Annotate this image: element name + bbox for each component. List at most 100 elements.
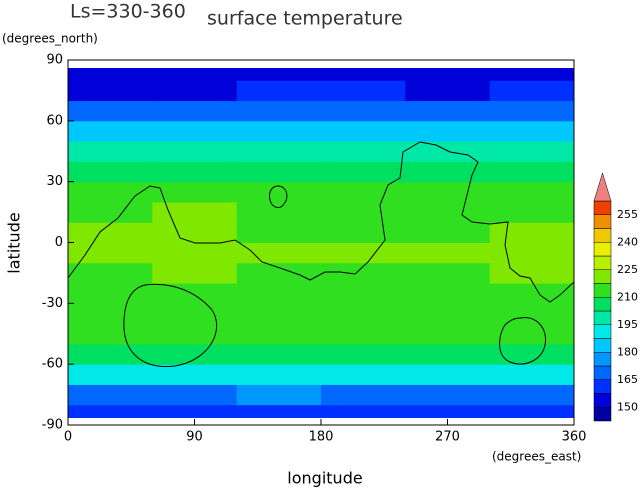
cell (489, 201, 574, 223)
cell (321, 201, 406, 223)
cell (489, 283, 574, 304)
cell (236, 80, 322, 102)
cell (236, 404, 322, 418)
cell (152, 262, 238, 284)
y-tick-label: 30 (46, 174, 63, 189)
cell (489, 364, 574, 385)
cell (405, 100, 491, 122)
cell (321, 181, 406, 203)
colorbar-band (593, 352, 612, 367)
cell (152, 100, 238, 122)
cell (489, 120, 574, 142)
cell (405, 141, 491, 162)
colorbar-band (593, 393, 612, 408)
cell (405, 404, 491, 418)
colorbar-band (593, 255, 612, 270)
cell (405, 201, 491, 223)
colorbar-band (593, 407, 612, 422)
colorbar-label: 180 (617, 345, 638, 358)
cell (489, 384, 574, 406)
cell (321, 364, 406, 385)
cell (321, 80, 406, 102)
cell (152, 364, 238, 385)
cell (489, 404, 574, 418)
cell (68, 201, 153, 223)
colorbar: 150 165 180 195 210 225 240 255 (593, 172, 638, 422)
cell (489, 323, 574, 345)
cell (152, 181, 238, 203)
cell (236, 262, 322, 284)
cell (68, 141, 153, 162)
cell (68, 68, 153, 81)
cell (68, 343, 153, 365)
cell (68, 181, 153, 203)
cell (236, 364, 322, 385)
cell (236, 323, 322, 345)
cell (152, 161, 238, 183)
cell (405, 161, 491, 183)
y-tick-label: 90 (46, 53, 63, 68)
cell (152, 404, 238, 418)
cell (68, 303, 153, 325)
cell (152, 303, 238, 325)
cell (236, 161, 322, 183)
y-tick-label: -90 (42, 418, 63, 433)
cell (152, 141, 238, 162)
x-tick-label: 270 (435, 430, 460, 445)
colorbar-band (593, 242, 612, 257)
cell (321, 222, 406, 243)
cell (489, 222, 574, 243)
colorbar-band (593, 297, 612, 312)
y-units: (degrees_north) (2, 32, 98, 46)
cell (321, 120, 406, 142)
cell (489, 141, 574, 162)
colorbar-over (593, 172, 612, 202)
cell (152, 384, 238, 406)
chart-title: surface temperature (207, 8, 403, 30)
cell (152, 323, 238, 345)
cell (152, 222, 238, 243)
chart-subtitle: Ls=330-360 (70, 1, 186, 23)
y-tick-label: 60 (46, 113, 63, 128)
cell (321, 323, 406, 345)
cell (321, 303, 406, 325)
cell (236, 201, 322, 223)
cell (405, 283, 491, 304)
cell (68, 404, 153, 418)
cell (489, 343, 574, 365)
cell (405, 222, 491, 243)
cell (152, 80, 238, 102)
cell (405, 343, 491, 365)
colorbar-band (593, 269, 612, 284)
x-axis-label: longitude (287, 469, 362, 488)
cell (489, 262, 574, 284)
cell (489, 80, 574, 102)
cell (236, 222, 322, 243)
cell (489, 100, 574, 122)
cell (236, 343, 322, 365)
colorbar-label: 210 (617, 290, 638, 303)
cell (236, 303, 322, 325)
cell (68, 161, 153, 183)
cell (152, 120, 238, 142)
colorbar-label: 240 (617, 235, 638, 248)
cell (405, 120, 491, 142)
colorbar-band (593, 365, 612, 380)
colorbar-band (593, 338, 612, 353)
cell (68, 283, 153, 304)
colorbar-band (593, 324, 612, 339)
colorbar-band (593, 310, 612, 325)
cell (405, 364, 491, 385)
colorbar-band (593, 379, 612, 394)
colorbar-band (593, 214, 612, 229)
cell (321, 141, 406, 162)
cell (321, 283, 406, 304)
cell (489, 181, 574, 203)
cell (321, 262, 406, 284)
cell (405, 323, 491, 345)
x-tick-label: 0 (64, 430, 72, 445)
colorbar-band (593, 283, 612, 298)
cell (405, 68, 491, 81)
cell (68, 262, 153, 284)
